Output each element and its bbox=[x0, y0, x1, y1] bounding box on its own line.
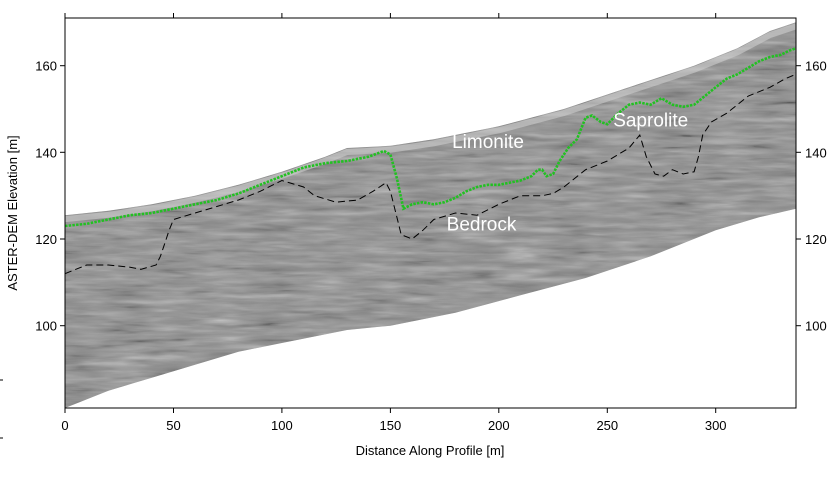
annotation-label: Limonite bbox=[452, 132, 524, 153]
annotation-group: Limonite Saprolite Bedrock bbox=[447, 110, 689, 235]
annotation-label: Saprolite bbox=[613, 110, 688, 131]
series-line-black-dashed bbox=[65, 73, 796, 275]
y-tick-label-right: 160 bbox=[805, 59, 827, 74]
x-tick-label: 100 bbox=[271, 418, 293, 433]
y-tick-label-left: 120 bbox=[35, 232, 57, 247]
y-tick-label-right: 120 bbox=[805, 232, 827, 247]
x-tick-label: 150 bbox=[380, 418, 402, 433]
x-tick-label: 50 bbox=[166, 418, 180, 433]
y-tick-label-left: 140 bbox=[35, 145, 57, 160]
x-tick-label: 200 bbox=[488, 418, 510, 433]
x-tick-label: 300 bbox=[705, 418, 727, 433]
x-tick-label: 250 bbox=[596, 418, 618, 433]
ticks-group: 0 50 100 150 200 250 300 100 100 120 120 140 140 160 1… bbox=[35, 13, 827, 433]
y-axis-title: ASTER-DEM Elevation [m] bbox=[5, 135, 20, 290]
annotation-label: Bedrock bbox=[447, 214, 517, 235]
y-tick-label-left: 160 bbox=[35, 59, 57, 74]
x-tick-label: 0 bbox=[61, 418, 68, 433]
x-axis-title: Distance Along Profile [m] bbox=[356, 443, 505, 458]
y-tick-label-right: 140 bbox=[805, 145, 827, 160]
plot-frame bbox=[64, 17, 797, 409]
series-line-green-dotted bbox=[65, 47, 796, 228]
series-group bbox=[65, 47, 796, 275]
y-tick-label-left: 100 bbox=[35, 319, 57, 334]
surface-reflection-band bbox=[65, 23, 796, 223]
y-tick-label-right: 100 bbox=[805, 319, 827, 334]
